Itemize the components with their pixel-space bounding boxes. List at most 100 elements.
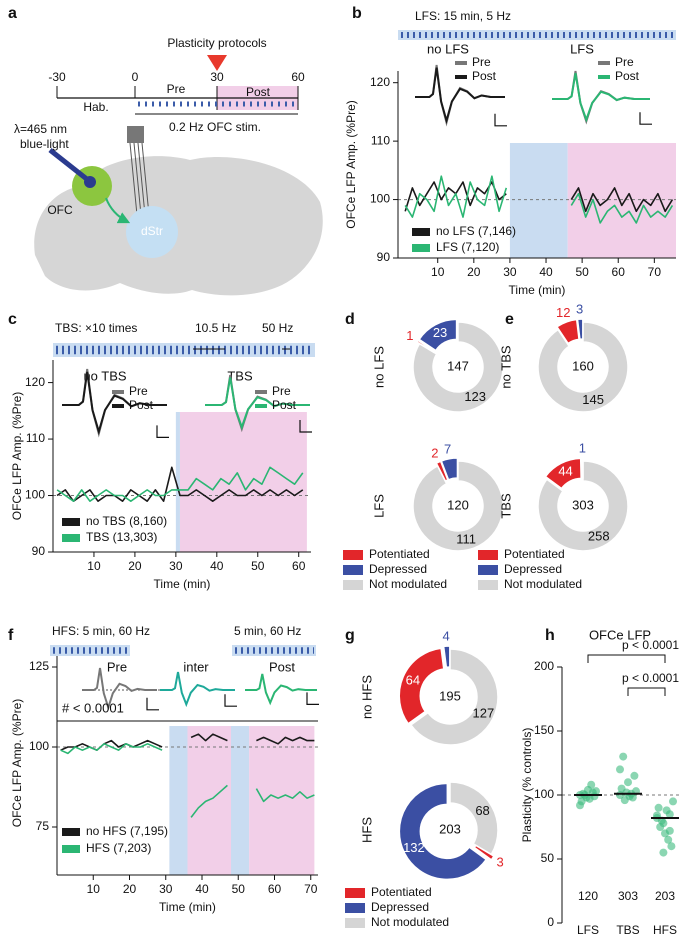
protocol-label: HFS: 5 min, 60 Hz: [52, 624, 150, 638]
data-point: [620, 796, 629, 805]
donut-total: 147: [447, 358, 469, 373]
x-tick-label: 50: [232, 882, 246, 896]
donut-slice: [409, 648, 499, 746]
evoked-trace: [160, 671, 235, 708]
donut-total: 160: [572, 358, 594, 373]
legend-label: no TBS (8,160): [86, 514, 167, 528]
legend-label: Potentiated: [369, 547, 430, 561]
x-tick-label: 30: [159, 882, 173, 896]
x-tick-label: 20: [467, 265, 481, 279]
x-axis-label: Time (min): [159, 900, 216, 914]
series-line: [56, 466, 304, 502]
phase-label: Post: [246, 85, 271, 99]
y-tick-label: 150: [534, 723, 554, 737]
scale-bar: [299, 420, 312, 433]
x-tick-label: 70: [648, 265, 662, 279]
x-tick-label: 10: [431, 265, 445, 279]
panel-label: b: [352, 5, 362, 22]
value-label: 64: [406, 672, 420, 687]
value-label: 3: [576, 302, 583, 317]
y-tick-label: 110: [371, 133, 390, 147]
y-tick-label: 90: [32, 544, 46, 558]
evoked-trace: [245, 673, 317, 706]
diagram-title: Plasticity protocols: [167, 36, 266, 50]
value-label: 123: [464, 389, 486, 404]
donut-title: no TBS: [498, 345, 513, 388]
y-tick-label: 120: [370, 75, 390, 89]
value-label: 4: [443, 629, 450, 644]
scale-bar: [224, 694, 237, 707]
inset-legend-label: Pre: [129, 384, 148, 398]
inset-legend-label: Post: [472, 69, 497, 83]
donut-title: LFS: [371, 494, 386, 518]
scale-bar: [146, 697, 159, 711]
shaded-period: [179, 412, 307, 552]
inset-label: no LFS: [427, 41, 469, 56]
donut-slice: [544, 457, 582, 490]
legend-label: no LFS (7,146): [436, 224, 516, 238]
protocol-label: 5 min, 60 Hz: [234, 624, 301, 638]
inset-legend-label: Pre: [272, 384, 291, 398]
donut-total: 203: [439, 821, 461, 836]
donut-slice: [473, 844, 495, 861]
x-tick-label: 10: [87, 559, 101, 573]
panel-label: e: [505, 311, 514, 328]
y-tick-label: 90: [377, 250, 391, 264]
significance-label: p < 0.0001: [622, 671, 679, 685]
significance-bracket: [587, 654, 666, 663]
donut-total: 120: [447, 497, 469, 512]
region-label: dStr: [141, 224, 163, 238]
x-tick-label: 60: [292, 559, 306, 573]
evoked-trace: [552, 73, 650, 123]
y-tick-label: 100: [25, 488, 45, 502]
value-label: 68: [475, 803, 489, 818]
x-tick-label: 60: [612, 265, 626, 279]
donut-slice: [537, 321, 629, 413]
evoked-trace: [205, 377, 310, 431]
donut-slice: [555, 318, 580, 345]
value-label: 127: [472, 706, 494, 721]
projection-arrow: [105, 197, 131, 224]
chart-title: OFCe LFP: [589, 627, 651, 642]
protocol-note: 50 Hz: [262, 321, 293, 335]
donut-slice: [418, 318, 458, 352]
donut-slice: [415, 339, 436, 354]
timeline-label: -30: [48, 70, 66, 84]
y-tick-label: 125: [29, 659, 49, 673]
value-label: 12: [556, 305, 570, 320]
shaded-period: [231, 726, 250, 875]
inset-legend-label: Post: [272, 398, 297, 412]
y-tick-label: 100: [370, 192, 390, 206]
donut-total: 195: [439, 688, 461, 703]
series-line: [56, 466, 304, 502]
data-point: [630, 771, 639, 780]
protocol-label: TBS: ×10 times: [55, 321, 137, 335]
data-point: [616, 765, 624, 774]
region-label: OFC: [47, 203, 73, 217]
data-point: [662, 806, 671, 815]
data-point: [654, 803, 663, 812]
legend-swatch: [478, 565, 498, 575]
x-tick-label: 30: [169, 559, 183, 573]
y-axis-label: OFCe LFP Amp. (%Pre): [344, 100, 358, 228]
value-label: 145: [582, 392, 604, 407]
donut-slice: [581, 457, 584, 479]
shaded-period: [567, 143, 676, 258]
protocol-bar: [232, 645, 316, 656]
y-tick-label: 75: [36, 819, 50, 833]
x-tick-label: 20: [128, 559, 142, 573]
evoked-trace: [82, 667, 157, 711]
legend-swatch: [62, 518, 80, 526]
data-point: [576, 801, 584, 810]
significance-bracket: [627, 687, 666, 696]
y-tick-label: 120: [25, 375, 45, 389]
x-tick-label: 60: [268, 882, 282, 896]
inset-legend-label: Pre: [472, 55, 491, 69]
value-label: 7: [444, 441, 451, 456]
legend-swatch: [412, 228, 430, 236]
evoked-trace: [415, 67, 505, 125]
y-tick-label: 100: [29, 739, 49, 753]
x-tick-label: 70: [304, 882, 318, 896]
